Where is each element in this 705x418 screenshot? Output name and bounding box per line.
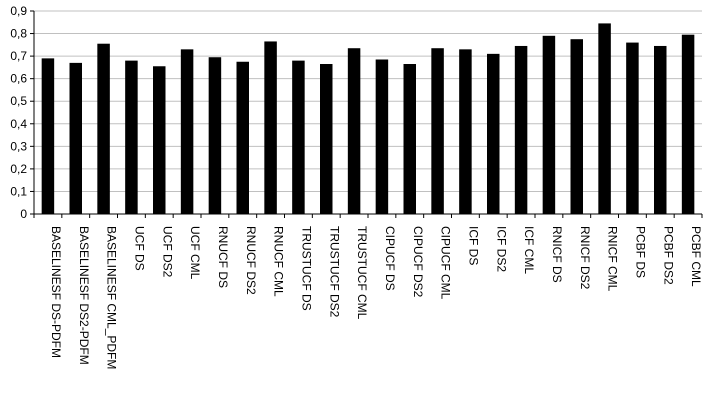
bar xyxy=(459,49,472,214)
y-tick-label: 0,7 xyxy=(10,49,27,63)
bar xyxy=(125,60,138,214)
y-tick-label: 0,9 xyxy=(10,4,27,18)
bars xyxy=(41,23,695,215)
x-category-label: CIPUCF DS2 xyxy=(411,226,425,298)
bar xyxy=(542,35,556,214)
bar xyxy=(403,64,416,214)
y-tick-label: 0 xyxy=(20,207,27,221)
bar xyxy=(514,45,528,214)
bar xyxy=(69,62,82,214)
x-category-label: TRUSTUCF CML xyxy=(355,226,369,320)
x-category-label: ICF DS xyxy=(466,226,480,265)
y-tick-label: 0,6 xyxy=(10,72,27,86)
bar xyxy=(264,41,277,215)
x-category-label: RNUCF DS2 xyxy=(244,226,258,295)
x-category-label: RNICF CML xyxy=(606,226,620,292)
bar xyxy=(598,23,611,215)
x-category-label: TRUSTUCF DS2 xyxy=(327,226,341,318)
bar xyxy=(487,53,500,214)
bar xyxy=(208,57,222,214)
bar xyxy=(681,34,695,214)
bar xyxy=(97,43,110,215)
bar xyxy=(153,66,166,214)
x-category-label: BASELINESF CML_PDFM xyxy=(105,226,119,369)
x-category-label: ICF CML xyxy=(522,226,536,274)
gridlines xyxy=(34,10,702,192)
bar xyxy=(375,59,389,214)
x-category-label: CIPUCF CML xyxy=(439,226,453,300)
x-category-label: CIPUCF DS xyxy=(383,226,397,291)
bar xyxy=(180,49,194,214)
x-category-label: RNICF DS xyxy=(550,226,564,283)
x-category-label: UCF DS2 xyxy=(160,226,174,278)
x-axis: BASELINESF DS-PDFM BASELINESF DS2-PDFM BAS… xyxy=(33,213,703,369)
y-axis: 0 0,1 0,2 0,3 0,4 0,5 0,6 0,7 0,8 0,9 xyxy=(10,4,35,221)
x-category-label: UCF CML xyxy=(188,226,202,280)
y-tick-label: 0,3 xyxy=(10,139,27,153)
bar xyxy=(41,58,55,214)
y-tick-label: 0,8 xyxy=(10,27,27,41)
y-tick-label: 0,2 xyxy=(10,162,27,176)
x-category-label: ICF DS2 xyxy=(494,226,508,272)
x-category-label: PCBF CML xyxy=(689,226,703,287)
bar xyxy=(236,61,249,214)
bar xyxy=(570,39,583,214)
x-category-label: RNUCF DS xyxy=(216,226,230,288)
bar xyxy=(347,48,361,214)
bar xyxy=(292,60,305,214)
bar xyxy=(654,45,667,214)
x-category-label: BASELINESF DS2-PDFM xyxy=(77,226,91,365)
x-category-label: BASELINESF DS-PDFM xyxy=(49,226,63,358)
x-category-label: RNICF DS2 xyxy=(578,226,592,290)
x-category-label: PCBF DS xyxy=(633,226,647,278)
x-category-label: UCF DS xyxy=(132,226,146,271)
x-category-label: RNUCF CML xyxy=(272,226,286,297)
y-tick-label: 0,4 xyxy=(10,117,27,131)
x-category-label: PCBF DS2 xyxy=(661,226,675,285)
bar xyxy=(431,48,444,214)
y-tick-label: 0,1 xyxy=(10,184,27,198)
x-category-label: TRUSTUCF DS xyxy=(299,226,313,311)
y-tick-label: 0,5 xyxy=(10,94,27,108)
bar xyxy=(320,64,333,214)
bar xyxy=(626,42,639,215)
